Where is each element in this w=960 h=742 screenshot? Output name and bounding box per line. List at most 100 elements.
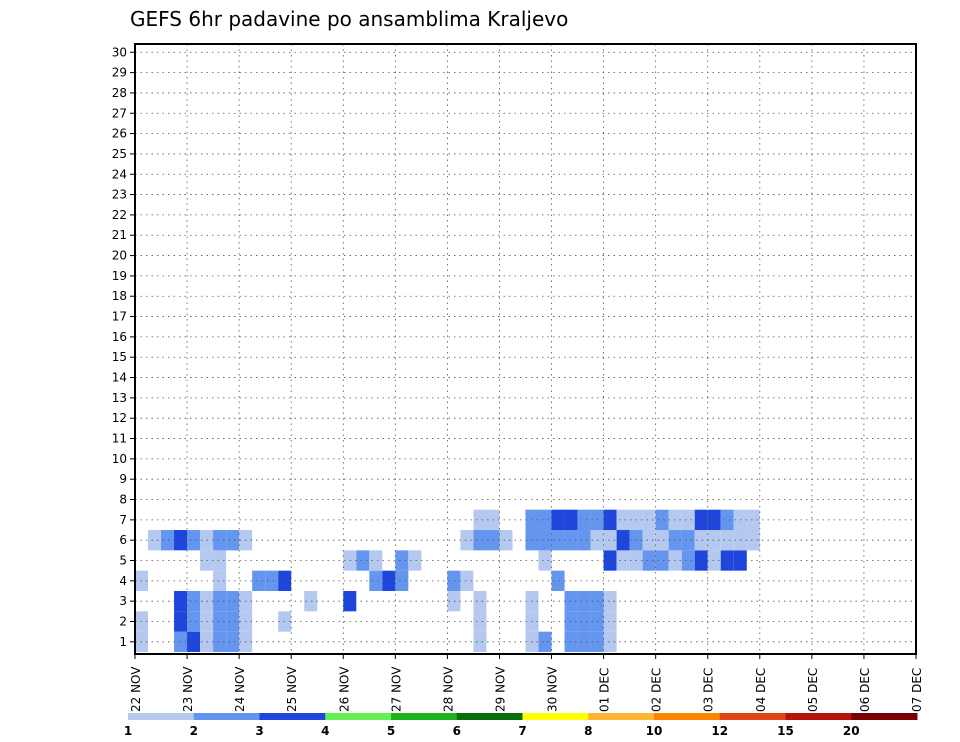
heatmap-cell [213, 631, 227, 652]
heatmap-cell [642, 530, 656, 551]
y-tick-label: 11 [112, 432, 127, 446]
heatmap-cell [369, 550, 383, 571]
legend-swatch [719, 713, 786, 720]
y-tick-label: 2 [119, 615, 127, 629]
heatmap-cell [707, 509, 721, 531]
legend-swatch [588, 713, 655, 720]
y-tick-label: 1 [119, 635, 127, 649]
heatmap-cell [707, 550, 721, 571]
heatmap-cell [174, 591, 188, 612]
x-tick-label: 30 NOV [546, 666, 560, 712]
y-tick-label: 23 [112, 188, 127, 202]
x-tick-label: 27 NOV [389, 666, 403, 712]
heatmap-cell [564, 530, 578, 551]
heatmap-cell [603, 509, 617, 531]
heatmap-cell [577, 530, 591, 551]
heatmap-cell [187, 631, 201, 652]
legend-swatch [325, 713, 392, 720]
heatmap-cell [213, 611, 227, 632]
heatmap-cell [746, 530, 760, 551]
color-legend: 1 2 3 4 5 6 7 8 10 12 15 20 [124, 713, 918, 738]
heatmap-cell [720, 509, 734, 531]
heatmap-cell [694, 530, 708, 551]
y-tick-label: 12 [112, 411, 127, 425]
x-tick-label: 22 NOV [129, 666, 143, 712]
heatmap-cell [616, 530, 630, 551]
legend-swatch [456, 713, 523, 720]
y-tick-label: 8 [119, 493, 127, 507]
x-axis-ticks: 22 NOV 23 NOV 24 NOV 25 NOV 26 NOV 27 NOV 28 N… [129, 654, 924, 712]
heatmap-cell [551, 570, 565, 592]
heatmap-cell [603, 631, 617, 652]
heatmap-cell [746, 509, 760, 531]
heatmap-cell [577, 611, 591, 632]
legend-swatch [259, 713, 326, 720]
y-tick-label: 3 [119, 594, 127, 608]
heatmap-cell [265, 570, 279, 592]
heatmap-cell [213, 550, 227, 571]
heatmap-cell [187, 530, 201, 551]
heatmap-cell [187, 611, 201, 632]
y-tick-label: 28 [112, 86, 127, 100]
x-tick-label: 04 DEC [754, 668, 768, 712]
heatmap-cell [564, 591, 578, 612]
y-tick-label: 26 [112, 127, 127, 141]
legend-swatch [654, 713, 721, 720]
heatmap-cell [538, 631, 552, 652]
heatmap-cell [681, 509, 695, 531]
heatmap-cell [655, 550, 669, 571]
heatmap-cell [655, 509, 669, 531]
y-tick-label: 7 [119, 513, 127, 527]
y-tick-label: 16 [112, 330, 127, 344]
x-tick-label: 02 DEC [650, 668, 664, 712]
heatmap-cell [473, 530, 487, 551]
heatmap-cell [538, 550, 552, 571]
heatmap-cell [174, 631, 188, 652]
legend-swatch [193, 713, 260, 720]
heatmap-cell [616, 550, 630, 571]
heatmap-cell [551, 530, 565, 551]
heatmap-cell [616, 509, 630, 531]
heatmap-cell [226, 530, 240, 551]
heatmap-cell [213, 530, 227, 551]
heatmap-cell [187, 591, 201, 612]
y-tick-label: 9 [119, 472, 127, 486]
x-tick-label: 01 DEC [598, 668, 612, 712]
y-axis-ticks: 1234567891011121314151617181920212223242… [112, 45, 135, 649]
heatmap-cell [603, 611, 617, 632]
legend-swatch [522, 713, 589, 720]
legend-label: 20 [843, 724, 860, 738]
y-tick-label: 4 [119, 574, 127, 588]
heatmap-cell [655, 530, 669, 551]
heatmap-cell [720, 550, 734, 571]
legend-label: 15 [777, 724, 794, 738]
y-tick-label: 29 [112, 66, 127, 80]
heatmap-cells [135, 509, 760, 652]
y-tick-label: 6 [119, 533, 127, 547]
heatmap-cell [356, 550, 370, 571]
heatmap-cell [499, 530, 513, 551]
heatmap-cell [694, 509, 708, 531]
x-tick-label: 25 NOV [285, 666, 299, 712]
gridlines [134, 44, 917, 654]
y-tick-label: 13 [112, 391, 127, 405]
y-tick-label: 25 [112, 147, 127, 161]
heatmap-cell [538, 509, 552, 531]
legend-swatch [391, 713, 458, 720]
y-tick-label: 30 [112, 45, 127, 59]
heatmap-cell [551, 509, 565, 531]
heatmap-cell [577, 631, 591, 652]
heatmap-cell [473, 611, 487, 632]
x-tick-label: 06 DEC [858, 668, 872, 712]
y-tick-label: 15 [112, 350, 127, 364]
heatmap-cell [226, 591, 240, 612]
heatmap-cell [369, 570, 383, 592]
heatmap-cell [213, 570, 227, 592]
legend-label: 12 [711, 724, 728, 738]
heatmap-cell [460, 530, 474, 551]
heatmap-cell [577, 509, 591, 531]
heatmap-cell [577, 591, 591, 612]
y-tick-label: 24 [112, 167, 127, 181]
y-tick-label: 27 [112, 106, 127, 120]
